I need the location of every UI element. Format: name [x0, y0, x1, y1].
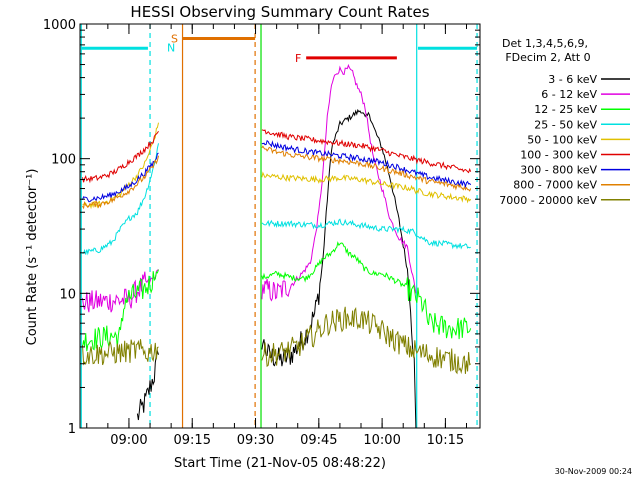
- series-9-segment-2: [261, 306, 472, 375]
- series-1-segment-2: [261, 108, 417, 429]
- x-axis-label: Start Time (21-Nov-05 08:48:22): [174, 456, 386, 471]
- series-8-segment-2: [261, 145, 472, 192]
- legend-label-9: 7000 - 20000 keV: [499, 194, 597, 207]
- x-tick-label: 10:00: [363, 433, 400, 448]
- series-5-segment-1: [82, 122, 159, 210]
- series-4: [82, 143, 471, 256]
- chart-title: HESSI Observing Summary Count Rates: [130, 3, 429, 21]
- series-6-segment-2: [261, 129, 472, 174]
- series-6: [82, 129, 472, 184]
- legend-label-3: 12 - 25 keV: [534, 103, 597, 116]
- series-9-segment-1: [82, 339, 159, 366]
- x-tick-label: 09:45: [300, 433, 337, 448]
- legend: 3 - 6 keV 6 - 12 keV 12 - 25 keV 25 - 50 ke…: [499, 73, 630, 207]
- legend-label-8: 800 - 7000 keV: [513, 179, 597, 192]
- series-7: [82, 139, 472, 203]
- legend-label-4: 25 - 50 keV: [534, 118, 597, 131]
- series-2-segment-1: [82, 269, 159, 313]
- y-tick-label: 100: [51, 153, 76, 168]
- series-8: [82, 145, 472, 210]
- axes-layer: 1 10 100 1000 09:00 09:15 09:30 09:45 10:00 10:15: [43, 18, 481, 448]
- legend-header-1: Det 1,3,4,5,6,9,: [502, 37, 588, 50]
- series-2: [82, 63, 417, 313]
- series-1: [136, 108, 417, 429]
- series-3: [82, 241, 472, 352]
- y-tick-label: 10: [59, 287, 76, 302]
- legend-label-6: 100 - 300 keV: [520, 149, 597, 162]
- y-tick-label: 1000: [43, 18, 76, 33]
- series-9: [82, 306, 472, 375]
- flag-label-extra-1: N: [167, 41, 175, 54]
- series-6-segment-1: [82, 130, 159, 184]
- legend-label-7: 300 - 800 keV: [520, 164, 597, 177]
- data-layer: S F N: [80, 24, 478, 429]
- legend-label-5: 50 - 100 keV: [527, 133, 597, 146]
- legend-label-2: 6 - 12 keV: [541, 88, 597, 101]
- x-tick-label: 09:30: [237, 433, 274, 448]
- series-5-segment-2: [261, 171, 472, 204]
- flag-label-f: F: [295, 52, 301, 65]
- y-axis-label: Count Rate (s⁻¹ detector⁻¹): [25, 169, 40, 346]
- x-tick-label: 09:15: [174, 433, 211, 448]
- y-tick-label: 1: [68, 422, 76, 437]
- series-3-segment-2: [261, 241, 472, 340]
- x-tick-label: 09:00: [110, 433, 147, 448]
- legend-header-2: FDecim 2, Att 0: [505, 51, 590, 64]
- series-4-segment-2: [261, 218, 471, 250]
- footer-timestamp: 30-Nov-2009 00:24: [555, 467, 632, 476]
- series-4-segment-1: [82, 143, 159, 256]
- x-tick-label: 10:15: [427, 433, 464, 448]
- series-2-segment-2: [261, 63, 417, 302]
- series-7-segment-1: [82, 152, 159, 203]
- legend-label-1: 3 - 6 keV: [548, 73, 597, 86]
- series-8-segment-1: [82, 155, 159, 210]
- flag-label-s: S: [171, 33, 178, 46]
- series-3-segment-1: [82, 269, 159, 352]
- series-5: [82, 122, 472, 210]
- plot-frame: [79, 23, 481, 429]
- series-1-segment-1: [136, 349, 159, 421]
